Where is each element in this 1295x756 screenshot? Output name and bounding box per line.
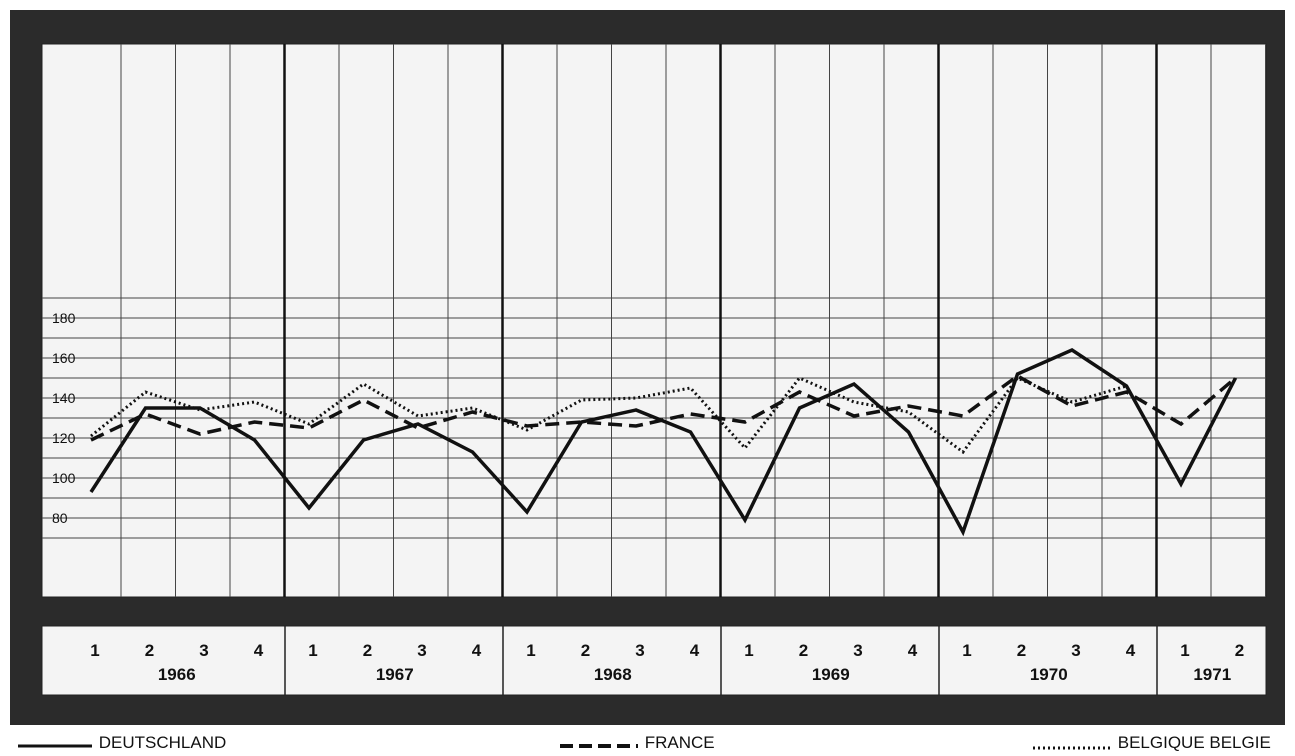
year-label: 1971 <box>1193 665 1231 684</box>
y-tick-label: 180 <box>52 310 76 326</box>
quarter-label: 1 <box>90 641 99 660</box>
quarter-label: 2 <box>581 641 590 660</box>
quarter-label: 3 <box>635 641 644 660</box>
quarter-label: 1 <box>1180 641 1189 660</box>
quarter-label: 3 <box>853 641 862 660</box>
series-line-france <box>90 373 1237 442</box>
year-label: 1968 <box>594 665 632 684</box>
legend-label-france: FRANCE <box>644 733 715 752</box>
series-lines <box>89 348 1238 537</box>
plot-area <box>41 43 1267 598</box>
quarter-label: 4 <box>908 641 918 660</box>
year-label: 1966 <box>158 665 196 684</box>
quarter-label: 2 <box>363 641 372 660</box>
quarter-label: 2 <box>145 641 154 660</box>
quarter-label: 1 <box>526 641 535 660</box>
legend-dashed-swatch <box>560 743 638 748</box>
legend-france: FRANCE <box>560 733 715 755</box>
quarter-label: 4 <box>254 641 264 660</box>
series-line-belgique-belgie <box>90 376 1127 455</box>
quarter-label: 3 <box>199 641 208 660</box>
y-tick-labels: 80 100 120 140 160 180 <box>52 310 76 526</box>
legend-deutschland: DEUTSCHLAND <box>18 733 226 755</box>
quarter-label: 1 <box>308 641 317 660</box>
year-label: 1969 <box>812 665 850 684</box>
y-tick-label: 120 <box>52 430 76 446</box>
y-tick-label: 140 <box>52 390 76 406</box>
quarter-label: 4 <box>1126 641 1136 660</box>
grid <box>42 44 1266 597</box>
quarter-label: 2 <box>799 641 808 660</box>
legend-dotted-swatch <box>1033 746 1111 750</box>
quarter-label: 1 <box>962 641 971 660</box>
legend-solid-swatch <box>18 744 92 748</box>
year-label: 1970 <box>1030 665 1068 684</box>
x-axis-panel <box>41 625 1267 696</box>
year-label: 1967 <box>376 665 414 684</box>
y-tick-label: 80 <box>52 510 68 526</box>
quarter-label: 1 <box>744 641 753 660</box>
legend-belgique: BELGIQUE BELGIE <box>1033 733 1271 755</box>
y-tick-label: 160 <box>52 350 76 366</box>
quarter-label: 2 <box>1017 641 1026 660</box>
chart-svg: 80 100 120 140 160 180 1 2 3 4 1 2 3 4 1 2 3 4 1 2 3 4 1 2 3 4 1 2… <box>41 43 1267 696</box>
quarter-label: 3 <box>1071 641 1080 660</box>
quarter-label: 3 <box>417 641 426 660</box>
legend-label-deutschland: DEUTSCHLAND <box>98 733 227 752</box>
legend-label-belgique: BELGIQUE BELGIE <box>1117 733 1271 752</box>
quarter-label: 4 <box>690 641 700 660</box>
chart-frame: 80 100 120 140 160 180 1 2 3 4 1 2 3 4 1 2 3 4 1 2 3 4 1 2 3 4 1 2… <box>10 10 1285 725</box>
quarter-label: 4 <box>472 641 482 660</box>
y-tick-label: 100 <box>52 470 76 486</box>
quarter-label: 2 <box>1235 641 1244 660</box>
